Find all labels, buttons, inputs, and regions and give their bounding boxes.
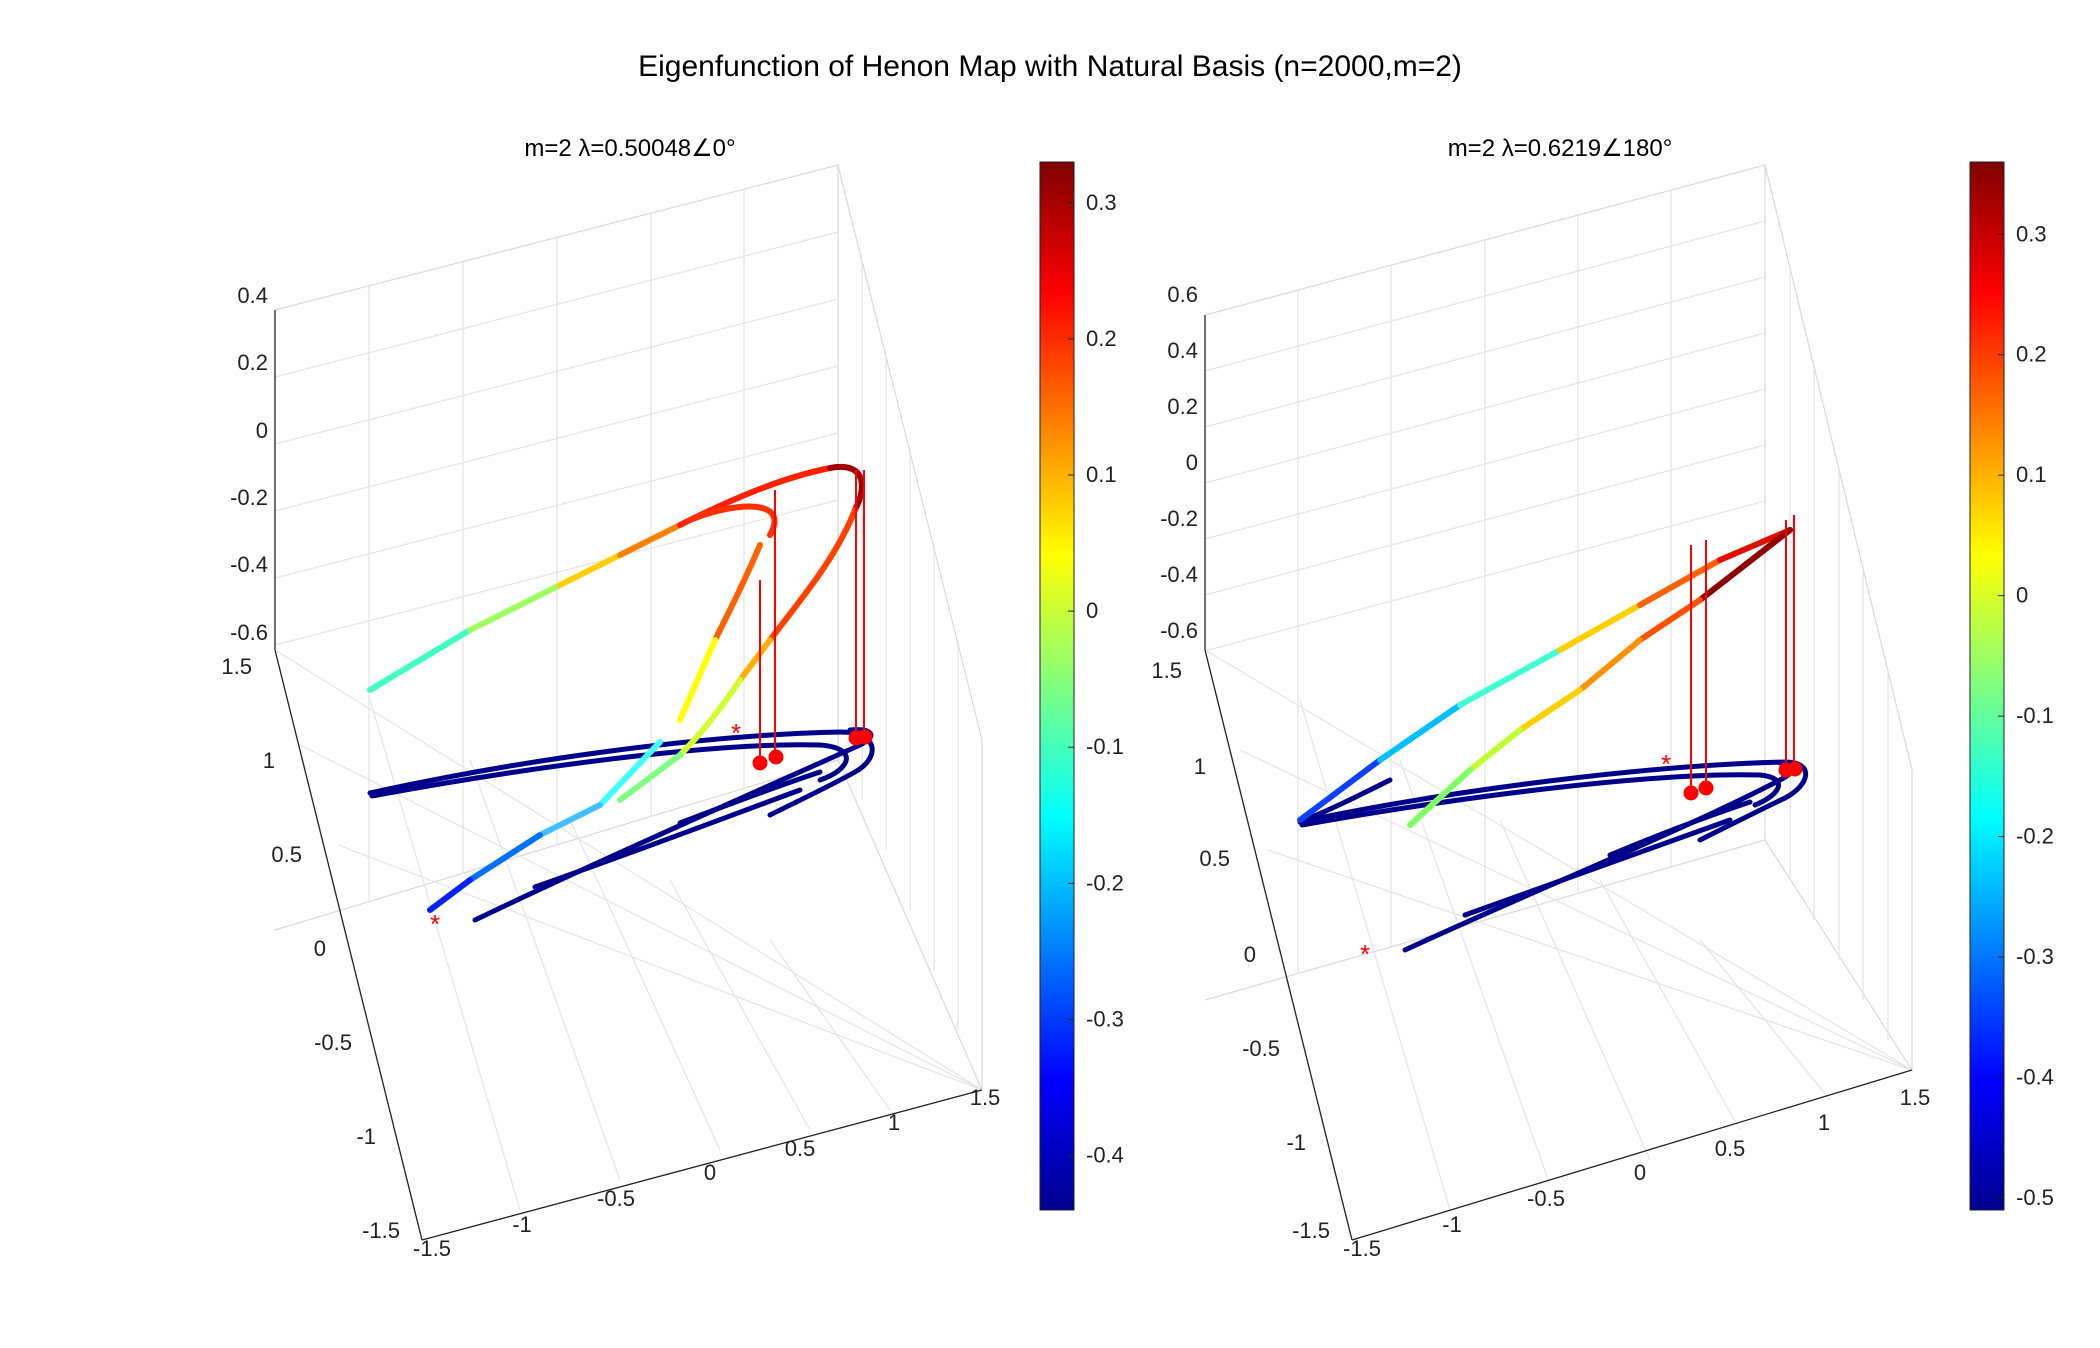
z-tick-label: -0.6 bbox=[1160, 618, 1198, 643]
colorbar-tick-label: -0.3 bbox=[2016, 944, 2054, 969]
z-tick-label: 0.2 bbox=[237, 350, 268, 375]
x-tick-label: -1 bbox=[512, 1212, 532, 1237]
panel-1-colorbar: -0.4 -0.3 -0.2 -0.1 0 0.1 0.2 0.3 bbox=[1039, 161, 1124, 1211]
asterisk-marker: * bbox=[430, 909, 440, 939]
x-tick-label: 1 bbox=[1818, 1110, 1830, 1135]
x-tick-label: 0 bbox=[704, 1160, 716, 1185]
x-tick-label: -1.5 bbox=[1343, 1236, 1381, 1261]
x-tick-label: -1 bbox=[1442, 1212, 1462, 1237]
colorbar-tick-label: 0.3 bbox=[1086, 190, 1117, 215]
x-tick-label: -0.5 bbox=[1527, 1186, 1565, 1211]
colorbar-tick-label: -0.3 bbox=[1086, 1006, 1124, 1031]
x-tick-label: 1.5 bbox=[970, 1085, 1001, 1110]
z-tick-label: 0 bbox=[1186, 450, 1198, 475]
panel-2: m=2 λ=0.6219∠180° bbox=[1151, 135, 2054, 1261]
panel-1-attractor bbox=[367, 727, 875, 923]
z-tick-label: 0.2 bbox=[1167, 394, 1198, 419]
y-tick-label: 1.5 bbox=[1151, 658, 1182, 683]
colorbar-tick-label: 0 bbox=[2016, 583, 2028, 608]
x-tick-label: -0.5 bbox=[597, 1186, 635, 1211]
colorbar-tick-label: 0 bbox=[1086, 598, 1098, 623]
y-tick-label: -0.5 bbox=[1242, 1036, 1280, 1061]
y-tick-label: -0.5 bbox=[314, 1030, 352, 1055]
y-tick-label: 0 bbox=[314, 936, 326, 961]
asterisk-marker: * bbox=[1661, 749, 1671, 779]
x-tick-label: 0.5 bbox=[785, 1136, 816, 1161]
colorbar-tick-label: -0.4 bbox=[1086, 1143, 1124, 1168]
z-tick-label: -0.2 bbox=[1160, 506, 1198, 531]
panel-2-axes bbox=[1204, 315, 1913, 1241]
y-tick-label: -1.5 bbox=[1292, 1218, 1330, 1243]
y-tick-label: 1 bbox=[263, 748, 275, 773]
x-tick-label: 1.5 bbox=[1900, 1085, 1931, 1110]
panel-1-grid bbox=[274, 164, 983, 1241]
z-tick-label: 0.4 bbox=[1167, 338, 1198, 363]
panel-1-markers: * * bbox=[430, 470, 873, 939]
colorbar-tick-label: 0.2 bbox=[1086, 326, 1117, 351]
figure-title: Eigenfunction of Henon Map with Natural … bbox=[638, 50, 1462, 83]
z-tick-label: -0.6 bbox=[230, 620, 268, 645]
y-tick-label: -1 bbox=[356, 1124, 376, 1149]
panel-2-title: m=2 λ=0.6219∠180° bbox=[1448, 135, 1673, 162]
panel-1-z-ticks: -0.6 -0.4 -0.2 0 0.2 0.4 bbox=[230, 283, 268, 645]
panel-1-title: m=2 λ=0.50048∠0° bbox=[524, 135, 735, 162]
colorbar-tick-label: -0.1 bbox=[2016, 703, 2054, 728]
panel-2-attractor bbox=[1297, 759, 1809, 953]
x-tick-label: -1.5 bbox=[413, 1236, 451, 1261]
x-tick-label: 0 bbox=[1634, 1160, 1646, 1185]
z-tick-label: -0.2 bbox=[230, 485, 268, 510]
panel-1-x-ticks: -1.5 -1 -0.5 0 0.5 1 1.5 bbox=[413, 1085, 1000, 1261]
asterisk-marker: * bbox=[1360, 939, 1370, 969]
z-tick-label: 0.6 bbox=[1167, 282, 1198, 307]
y-tick-label: 0 bbox=[1244, 942, 1256, 967]
x-tick-label: 0.5 bbox=[1715, 1136, 1746, 1161]
y-tick-label: 1.5 bbox=[221, 654, 252, 679]
panel-1: m=2 λ=0.50048∠0° bbox=[221, 135, 1124, 1261]
panel-1-y-ticks: 1.5 1 0.5 0 -0.5 -1 -1.5 bbox=[221, 654, 400, 1243]
panel-1-axes bbox=[274, 310, 983, 1241]
y-tick-label: 0.5 bbox=[271, 842, 302, 867]
panel-2-y-ticks: 1.5 1 0.5 0 -0.5 -1 -1.5 bbox=[1151, 658, 1330, 1243]
z-tick-label: 0.4 bbox=[237, 283, 268, 308]
y-tick-label: 0.5 bbox=[1199, 846, 1230, 871]
y-tick-label: -1 bbox=[1286, 1130, 1306, 1155]
colorbar-tick-label: -0.4 bbox=[2016, 1064, 2054, 1089]
colorbar-tick-label: 0.1 bbox=[2016, 462, 2047, 487]
z-tick-label: -0.4 bbox=[230, 552, 268, 577]
panel-2-markers: * * bbox=[1360, 515, 1803, 969]
colorbar-tick-label: -0.5 bbox=[2016, 1185, 2054, 1210]
colorbar-tick-label: 0.2 bbox=[2016, 342, 2047, 367]
x-tick-label: 1 bbox=[888, 1110, 900, 1135]
colorbar-tick-label: -0.2 bbox=[2016, 824, 2054, 849]
colorbar-tick-label: 0.3 bbox=[2016, 221, 2047, 246]
colorbar-tick-label: -0.1 bbox=[1086, 734, 1124, 759]
panel-2-x-ticks: -1.5 -1 -0.5 0 0.5 1 1.5 bbox=[1343, 1085, 1930, 1261]
colorbar-tick-label: -0.2 bbox=[1086, 870, 1124, 895]
panel-2-colorbar: -0.5 -0.4 -0.3 -0.2 -0.1 0 0.1 0.2 0.3 bbox=[1969, 161, 2054, 1211]
z-tick-label: -0.4 bbox=[1160, 562, 1198, 587]
panel-1-eigen-curve bbox=[367, 463, 865, 913]
colorbar-tick-label: 0.1 bbox=[1086, 462, 1117, 487]
asterisk-marker: * bbox=[731, 718, 741, 748]
panel-2-z-ticks: -0.6 -0.4 -0.2 0 0.2 0.4 0.6 bbox=[1160, 282, 1198, 643]
y-tick-label: -1.5 bbox=[362, 1218, 400, 1243]
y-tick-label: 1 bbox=[1194, 754, 1206, 779]
z-tick-label: 0 bbox=[256, 418, 268, 443]
